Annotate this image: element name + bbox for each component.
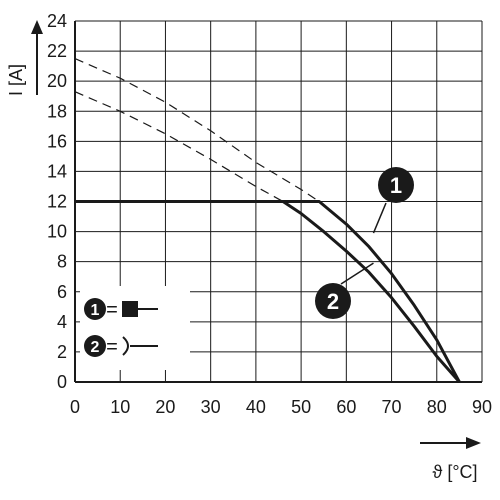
x-tick-label: 70 [382,397,402,417]
y-axis-arrowhead-icon [31,20,43,34]
y-tick-label: 4 [57,312,67,332]
chart-legend: 1 = 2 = [80,286,190,370]
y-tick-label: 8 [57,252,67,272]
legend-badge-2 [84,335,106,357]
legend-badge-label: 1 [91,302,100,319]
y-tick-label: 16 [47,131,67,151]
legend-badge-1 [84,298,106,320]
y-axis-title: I [A] [6,64,26,96]
x-axis-title: ϑ [°C] [432,462,477,482]
y-tick-label: 10 [47,222,67,242]
x-tick-label: 0 [70,397,80,417]
series-1-dashed-line [74,58,320,203]
filled-square-line-icon [122,301,158,317]
y-tick-label: 22 [47,41,67,61]
x-tick-label: 80 [427,397,447,417]
y-tick-label: 20 [47,71,67,91]
x-tick-label: 90 [472,397,492,417]
y-tick-label: 24 [47,11,67,31]
legend-equals: = [106,299,118,321]
x-tick-label: 30 [201,397,221,417]
y-tick-label: 2 [57,342,67,362]
legend-badge-label: 2 [91,339,100,356]
y-tick-label: 6 [57,282,67,302]
x-axis-arrowhead-icon [466,437,481,449]
chart-annotations: 12 [315,167,414,319]
series-2-solid-line [75,200,461,383]
series-2-dashed-line [74,91,284,203]
y-tick-label: 0 [57,372,67,392]
x-tick-label: 20 [155,397,175,417]
y-tick-label: 14 [47,161,67,181]
callout-badge-2 [315,283,351,319]
y-tick-label: 12 [47,192,67,212]
x-tick-label: 50 [291,397,311,417]
x-tick-label: 60 [336,397,356,417]
callout-leader-2 [340,262,374,285]
chart-series [74,58,461,383]
series-1-solid-line [75,200,461,383]
x-tick-label: 10 [110,397,130,417]
callout-badge-1 [378,167,414,203]
callout-badge-label: 2 [327,289,339,314]
x-axis-title-group: ϑ [°C] [420,437,481,482]
y-axis-title-group: I [A] [6,20,43,96]
y-tick-label: 18 [47,101,67,121]
open-bracket-line-icon [122,336,158,356]
x-tick-label: 40 [246,397,266,417]
legend-equals: = [106,336,118,358]
callout-leader-1 [372,202,387,234]
callout-badge-label: 1 [390,173,402,198]
